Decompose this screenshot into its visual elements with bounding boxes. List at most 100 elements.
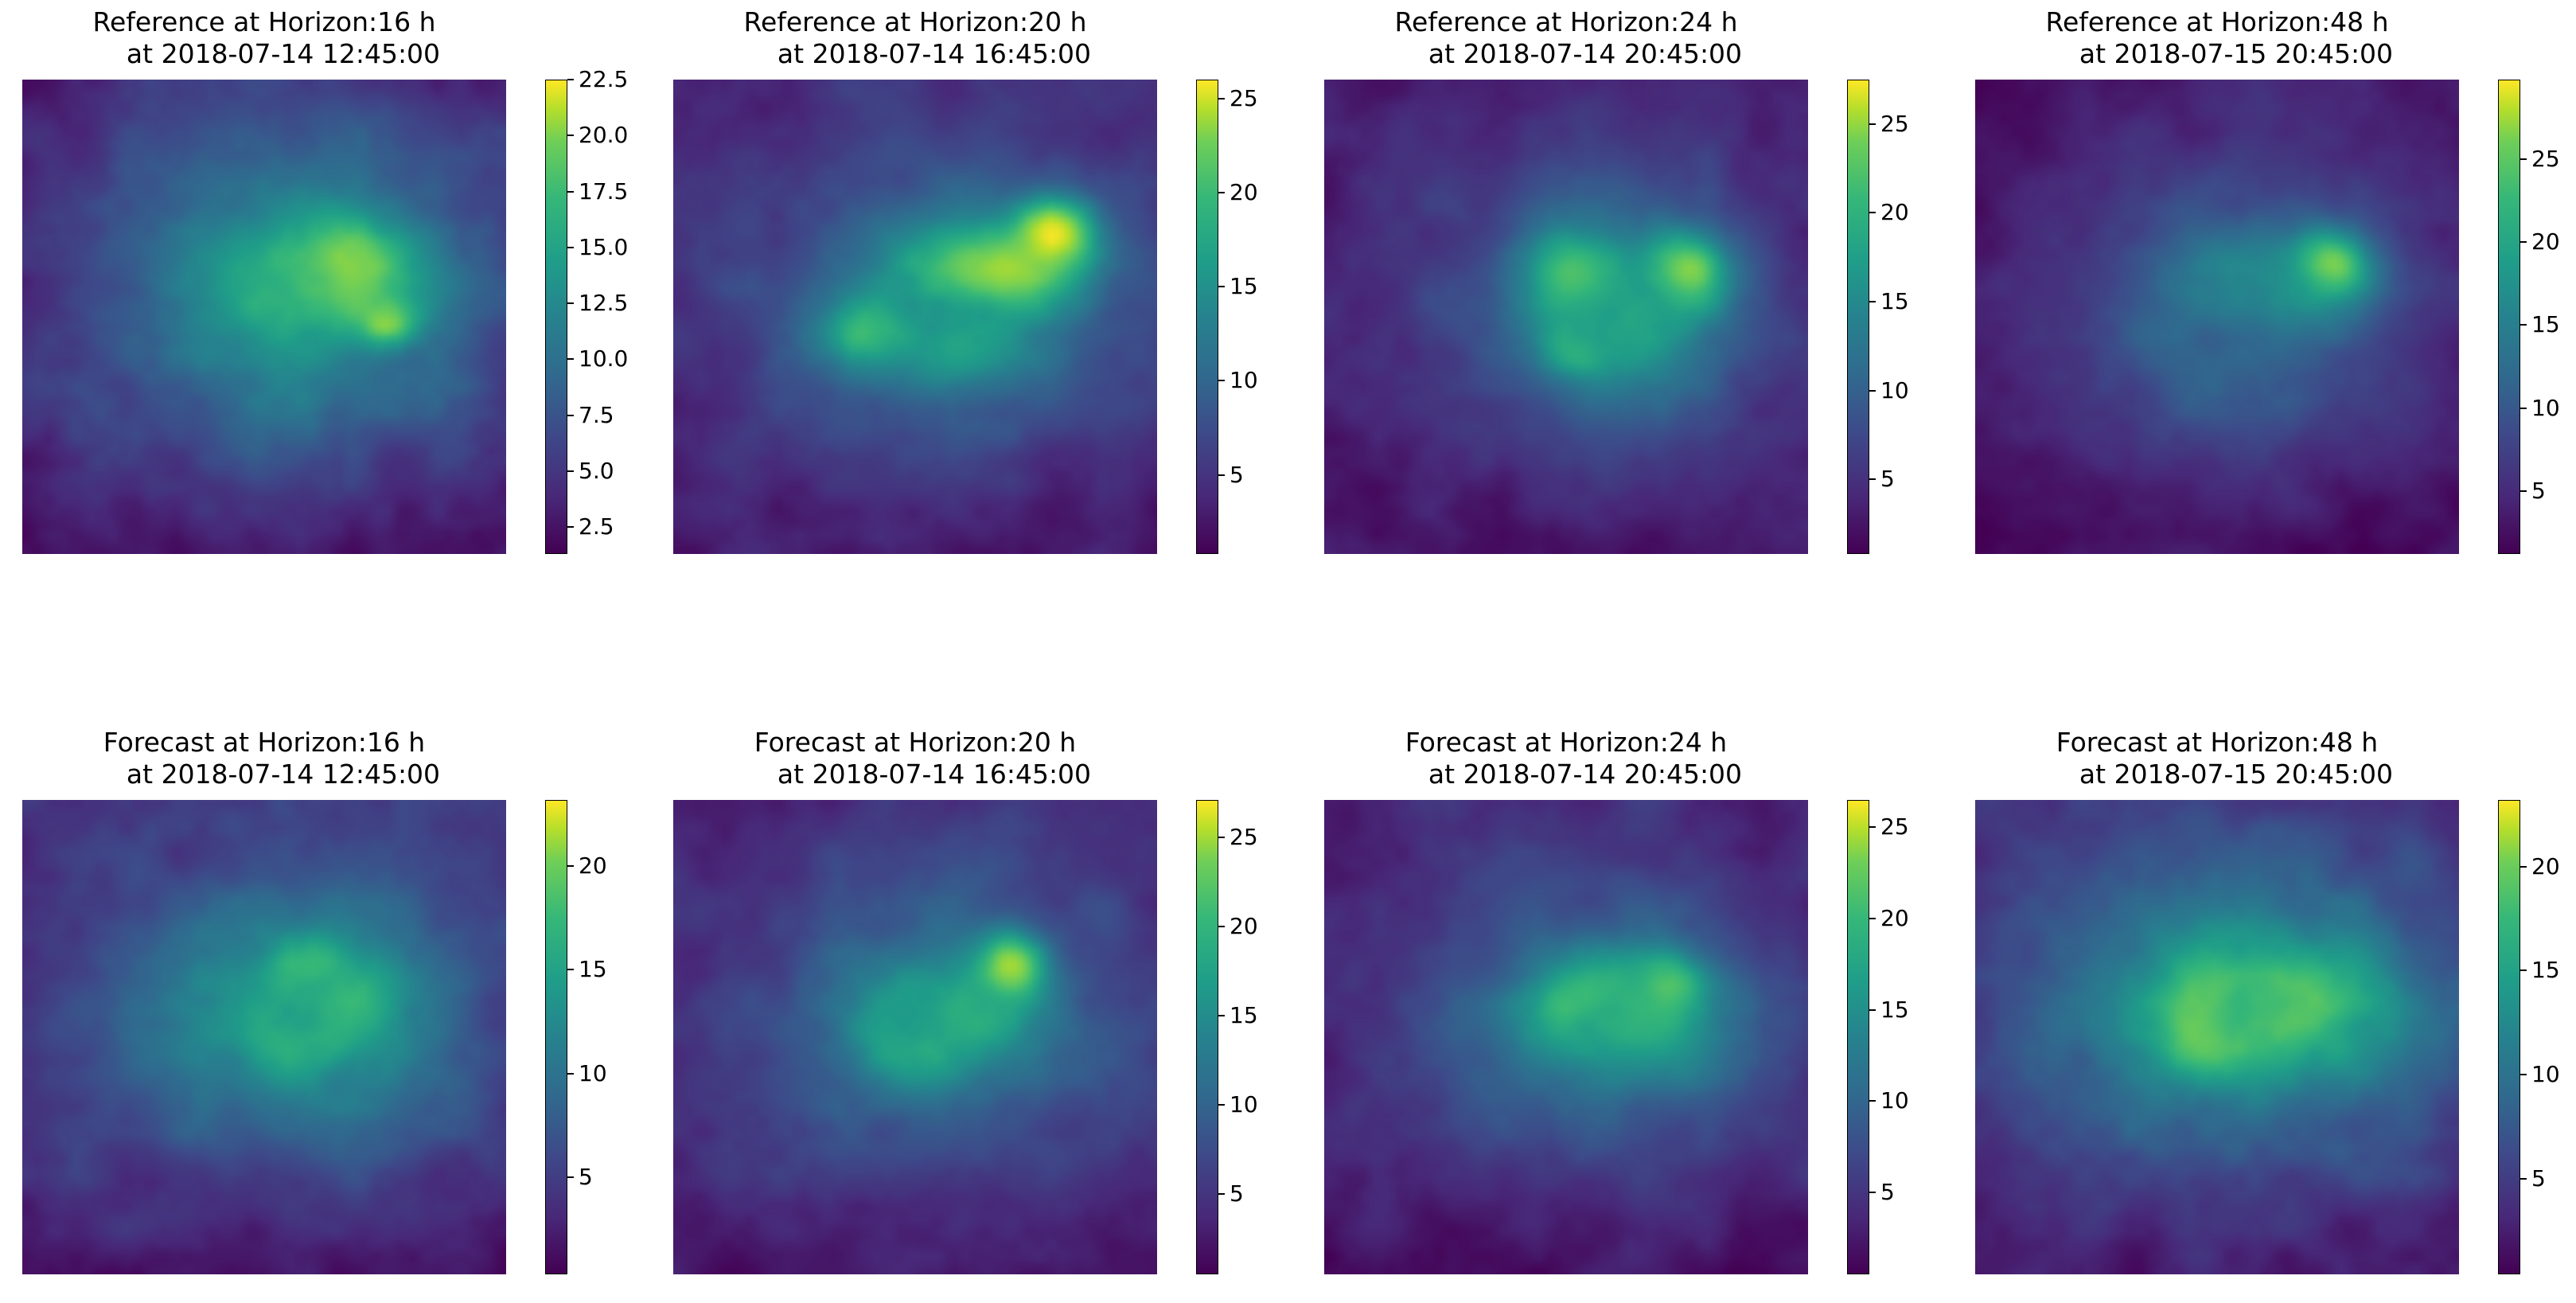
panel-subtitle: at 2018-07-14 16:45:00 [777, 759, 1092, 790]
colorbar-tick [2520, 1177, 2527, 1180]
colorbar-tick [2520, 865, 2527, 868]
colorbar-tick [2520, 969, 2527, 972]
colorbar-tick [1218, 837, 1225, 839]
colorbar-tick-label: 10 [1880, 1087, 1909, 1114]
colorbar-tick-label: 20 [1880, 905, 1909, 931]
colorbar-tick-label: 5 [1880, 466, 1895, 493]
colorbar-tick-label: 25 [1880, 813, 1909, 841]
colorbar-tick-label: 5 [2531, 477, 2546, 504]
colorbar-tick-label: 5 [2531, 1165, 2546, 1192]
colorbar-tick [1869, 1100, 1876, 1102]
colorbar-tick-label: 15 [2531, 311, 2560, 338]
colorbar-tick-label: 20 [579, 852, 607, 880]
colorbar-tick [1218, 97, 1225, 99]
colorbar-tick-label: 7.5 [579, 401, 614, 428]
colorbar-tick [567, 246, 574, 248]
heatmap-image [1975, 800, 2459, 1274]
panel-title: Forecast at Horizon:48 h [2056, 727, 2379, 758]
colorbar-tick [567, 190, 574, 193]
colorbar-tick [1869, 123, 1876, 125]
colorbar-tick-label: 5 [1230, 1180, 1244, 1207]
colorbar-tick [1218, 1015, 1225, 1017]
colorbar [1847, 800, 1869, 1274]
colorbar-tick [567, 1176, 574, 1178]
colorbar-tick-label: 2.5 [579, 513, 614, 540]
colorbar-tick-label: 15.0 [579, 233, 629, 260]
panel-title: Reference at Horizon:20 h [743, 6, 1087, 37]
colorbar-tick-label: 25 [1230, 824, 1258, 851]
colorbar [545, 800, 567, 1274]
colorbar-tick-label: 10 [579, 1059, 607, 1086]
colorbar-tick-label: 10 [1230, 367, 1258, 394]
colorbar-tick [567, 470, 574, 472]
colorbar-tick-label: 15 [579, 956, 607, 983]
heatmap-image [22, 800, 506, 1274]
colorbar-tick-label: 20.0 [579, 122, 629, 149]
panel-title: Forecast at Horizon:20 h [754, 727, 1077, 758]
panel-subtitle: at 2018-07-15 20:45:00 [2079, 759, 2394, 790]
panel-title: Reference at Horizon:24 h [1394, 6, 1738, 37]
colorbar-tick [2520, 324, 2527, 326]
panel-title: Forecast at Horizon:24 h [1405, 727, 1728, 758]
colorbar-tick [567, 414, 574, 416]
colorbar-tick [1869, 826, 1876, 829]
colorbar-tick-label: 25 [1880, 110, 1909, 137]
colorbar-tick [1869, 212, 1876, 214]
colorbar-tick [1218, 1104, 1225, 1106]
colorbar-tick-label: 10 [2531, 1061, 2560, 1088]
colorbar-tick [1869, 918, 1876, 919]
panel-subtitle: at 2018-07-14 16:45:00 [777, 38, 1092, 69]
heatmap-image [673, 80, 1157, 554]
colorbar-tick [567, 302, 574, 305]
colorbar [545, 80, 567, 554]
colorbar [1847, 80, 1869, 554]
colorbar-tick [1869, 301, 1876, 303]
colorbar-tick-label: 20 [1230, 913, 1258, 940]
colorbar-tick-label: 10 [1230, 1091, 1258, 1118]
heatmap-image [1324, 800, 1808, 1274]
colorbar-tick-label: 10.0 [579, 345, 629, 373]
panel-title: Forecast at Horizon:16 h [103, 727, 426, 758]
colorbar-tick [1869, 478, 1876, 481]
colorbar-tick-label: 15 [1230, 1002, 1258, 1029]
colorbar-tick [567, 526, 574, 529]
colorbar-tick [567, 1072, 574, 1075]
colorbar-tick-label: 22.5 [579, 66, 629, 92]
colorbar-tick [1218, 926, 1225, 928]
colorbar-tick-label: 20 [1230, 178, 1258, 205]
colorbar-tick-label: 5 [1880, 1178, 1895, 1205]
colorbar-tick [1218, 380, 1225, 382]
colorbar-tick [567, 79, 574, 80]
colorbar-tick [1218, 191, 1225, 193]
colorbar [2498, 80, 2520, 554]
colorbar-tick-label: 20 [2531, 852, 2560, 880]
heatmap-image [1324, 80, 1808, 554]
colorbar-tick-label: 25 [2531, 146, 2560, 173]
colorbar-tick-label: 15 [2531, 957, 2560, 984]
panel-subtitle: at 2018-07-14 20:45:00 [1428, 759, 1743, 790]
panel-subtitle: at 2018-07-14 12:45:00 [126, 38, 441, 69]
colorbar-tick [2520, 407, 2527, 409]
heatmap-image [22, 80, 506, 554]
colorbar-tick [1218, 1193, 1225, 1196]
colorbar-tick [1218, 286, 1225, 288]
colorbar-tick [567, 358, 574, 361]
panel-subtitle: at 2018-07-14 12:45:00 [126, 759, 441, 790]
colorbar-tick [567, 865, 574, 868]
panel-subtitle: at 2018-07-15 20:45:00 [2079, 38, 2394, 69]
colorbar-tick [2520, 490, 2527, 492]
colorbar-tick-label: 10 [2531, 394, 2560, 421]
colorbar-tick-label: 10 [1880, 376, 1909, 404]
colorbar [1196, 80, 1218, 554]
colorbar [2498, 800, 2520, 1274]
colorbar-tick [1869, 1191, 1876, 1193]
panel-title: Reference at Horizon:48 h [2045, 6, 2389, 37]
panel-subtitle: at 2018-07-14 20:45:00 [1428, 38, 1743, 69]
colorbar-tick-label: 12.5 [579, 290, 629, 317]
colorbar [1196, 800, 1218, 1274]
colorbar-tick-label: 15 [1880, 996, 1909, 1023]
colorbar-tick-label: 20 [1880, 199, 1909, 226]
panel-title: Reference at Horizon:16 h [92, 6, 436, 37]
heatmap-image [1975, 80, 2459, 554]
colorbar-tick-label: 5 [1230, 461, 1244, 488]
